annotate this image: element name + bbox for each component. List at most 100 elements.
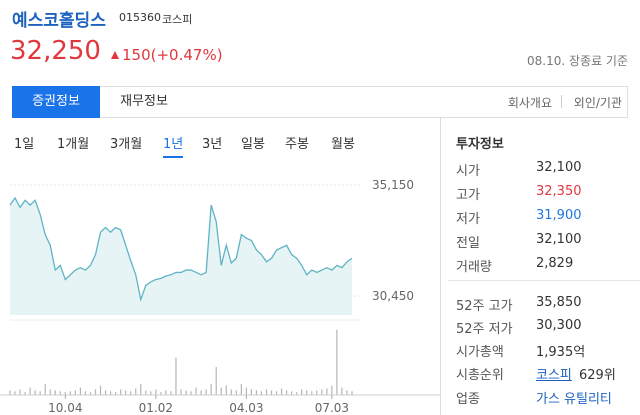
volume-bar	[280, 388, 283, 395]
volume-bar	[145, 390, 147, 395]
volume-bar	[170, 391, 172, 395]
period-button[interactable]: 1개월	[57, 137, 90, 152]
volume-bar	[311, 391, 313, 395]
period-button[interactable]: 3개월	[110, 137, 143, 152]
volume-bar	[245, 387, 247, 395]
volume-bar	[59, 391, 61, 395]
volume-bar	[190, 391, 192, 395]
volume-bar	[270, 390, 273, 395]
volume-bar	[99, 385, 102, 395]
divider	[448, 280, 640, 281]
volume-bar	[115, 392, 117, 395]
volume-bar	[39, 391, 41, 395]
volume-bar	[296, 392, 298, 395]
info-label: 거래량	[456, 260, 492, 275]
up-arrow	[111, 51, 119, 59]
info-value: 2,829	[536, 256, 574, 271]
info-value: 32,100	[536, 160, 582, 175]
volume-bar	[79, 387, 82, 395]
volume-bar	[265, 389, 268, 395]
volume-bar	[275, 391, 278, 395]
volume-bar	[306, 390, 308, 395]
info-value: 32,350	[536, 184, 582, 199]
volume-bar	[250, 389, 253, 395]
volume-bar	[301, 389, 303, 395]
period-button[interactable]: 1년	[163, 133, 184, 158]
volume-bar	[120, 389, 122, 395]
volume-bar	[351, 391, 353, 395]
y-tick-label: 30,450	[372, 289, 414, 303]
volume-bar	[74, 390, 76, 395]
volume-bar	[240, 383, 242, 395]
volume-bar	[286, 390, 288, 395]
volume-bar	[150, 391, 152, 395]
volume-bar	[331, 385, 333, 395]
volume-bar	[255, 390, 258, 395]
volume-bar	[104, 390, 107, 395]
price: 32,250	[10, 36, 101, 66]
market: 코스피	[162, 13, 193, 26]
volume-bar	[125, 390, 127, 395]
volume-bar	[326, 388, 328, 395]
period-button[interactable]: 주봉	[285, 137, 309, 152]
period-button[interactable]: 1일	[14, 137, 35, 152]
price-area	[10, 197, 352, 315]
volume-bar	[185, 390, 187, 395]
volume-bar	[195, 387, 197, 395]
volume-bar	[235, 390, 237, 395]
chart: 35,150 30,450 10.04 01.02 04.03 07.03	[0, 178, 440, 415]
volume-bar	[180, 389, 182, 395]
volume-bar	[316, 390, 318, 395]
volume-bar	[29, 387, 31, 395]
link[interactable]: 회사개요	[507, 96, 552, 110]
tab[interactable]: 증권정보	[12, 86, 100, 118]
x-tick-label: 01.02	[139, 401, 173, 415]
volume-bar	[69, 391, 71, 395]
volume-bar	[175, 357, 177, 395]
x-tick-label: 10.04	[48, 401, 82, 415]
volume-bar	[260, 391, 263, 395]
stock-code: 015360	[119, 11, 161, 24]
volume-bar	[44, 383, 46, 395]
volume-bar	[89, 392, 92, 395]
info-label: 업종	[456, 392, 480, 407]
period-button[interactable]: 3년	[202, 137, 223, 152]
tab[interactable]: 재무정보	[120, 94, 168, 109]
volume-bar	[140, 383, 142, 395]
info-label: 52주 고가	[456, 299, 513, 314]
volume-bar	[94, 389, 97, 395]
divider	[440, 118, 441, 415]
price-line	[9, 196, 353, 303]
rank-link[interactable]: 코스피	[536, 368, 572, 383]
volume-bar	[54, 390, 56, 395]
volume-bar	[210, 383, 212, 395]
volume-bar	[220, 387, 222, 395]
volume-bar	[19, 389, 21, 395]
volume-bar	[135, 388, 137, 395]
info-label: 시총순위	[456, 368, 504, 383]
volume-bar	[225, 385, 227, 395]
volume-bar	[200, 390, 202, 395]
volume-bar	[14, 391, 16, 395]
info-label: 전일	[456, 236, 480, 251]
info-value: 32,100	[536, 232, 582, 247]
volume-bar	[230, 389, 232, 395]
period-button[interactable]: 일봉	[241, 137, 265, 152]
volume-bar	[336, 329, 338, 395]
volume-bar	[84, 391, 87, 395]
y-tick-label: 35,150	[372, 178, 414, 192]
info-label: 52주 저가	[456, 322, 513, 337]
sector-link[interactable]: 가스 유틸리티	[536, 392, 612, 407]
info-label: 고가	[456, 188, 480, 203]
period-button[interactable]: 월봉	[331, 137, 355, 152]
volume-bar	[24, 392, 26, 395]
x-tick-label: 04.03	[229, 401, 263, 415]
info-label: 저가	[456, 212, 480, 227]
volume-bar	[291, 391, 293, 395]
stock-name[interactable]: 예스코홀딩스	[12, 11, 106, 31]
info-value: 1,935억	[536, 345, 586, 360]
info-value: 629위	[579, 368, 616, 383]
volume-bar	[9, 390, 11, 395]
link[interactable]: 외인/기관	[573, 96, 622, 110]
